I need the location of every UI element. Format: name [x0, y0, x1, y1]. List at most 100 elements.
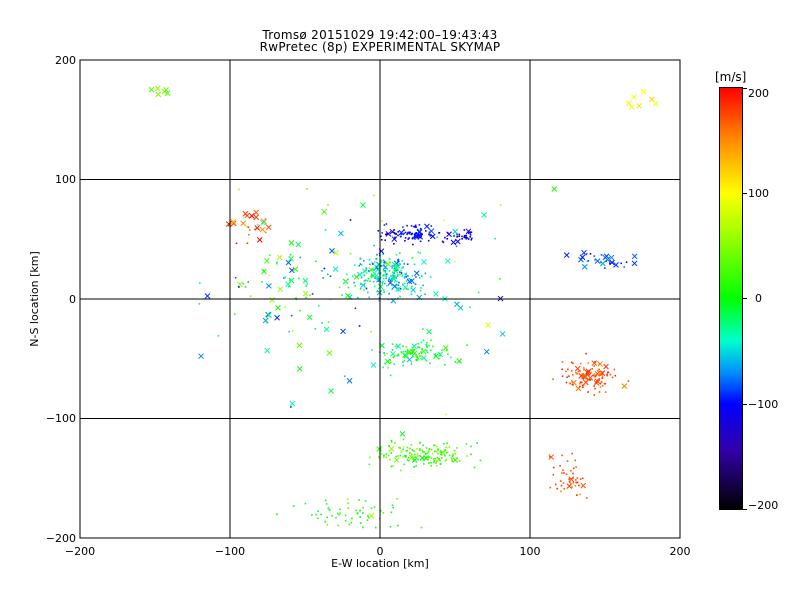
data-point-dot — [556, 487, 558, 490]
data-point-dot — [407, 278, 409, 280]
data-point-cross — [259, 226, 266, 233]
data-point-dot — [335, 516, 337, 519]
data-point-dot — [376, 267, 379, 270]
data-point-dot — [292, 505, 295, 507]
data-point-dot — [415, 226, 417, 229]
data-point-dot — [577, 370, 580, 373]
data-point-dot — [390, 511, 393, 514]
data-point-dot — [249, 295, 252, 297]
data-point-dot — [576, 494, 578, 496]
colorbar-tickmark — [743, 193, 747, 194]
data-point-dot — [388, 270, 391, 272]
data-point-dot — [371, 261, 373, 264]
data-point-dot — [445, 458, 448, 461]
data-point-dot — [415, 465, 417, 467]
data-point-cross — [424, 223, 430, 230]
data-point-dot — [360, 277, 363, 279]
data-point-dot — [411, 275, 414, 277]
data-point-cross — [370, 362, 377, 368]
data-point-dot — [353, 281, 355, 284]
data-point-dot — [391, 343, 394, 345]
data-point-cross — [580, 482, 587, 489]
data-point-dot — [290, 406, 292, 408]
data-point-dot — [599, 382, 602, 385]
data-point-dot — [377, 263, 380, 266]
data-point-dot — [438, 357, 440, 360]
data-point-cross — [230, 220, 237, 227]
data-point-cross — [302, 290, 309, 297]
data-point-dot — [433, 458, 435, 460]
data-point-dot — [413, 453, 416, 456]
y-tick-label: 200 — [55, 54, 76, 67]
data-point-dot — [376, 290, 378, 293]
data-point-cross — [652, 100, 659, 107]
data-point-dot — [382, 274, 384, 277]
data-point-dot — [417, 343, 420, 345]
data-point-dot — [373, 194, 375, 197]
data-point-dot — [427, 452, 429, 454]
data-point-dot — [417, 229, 419, 231]
x-tick-label: 100 — [520, 545, 541, 558]
data-point-cross — [253, 209, 260, 216]
data-point-dot — [359, 288, 362, 290]
x-tick-label: 0 — [377, 545, 384, 558]
data-point-dot — [328, 509, 331, 511]
data-point-cross — [581, 372, 587, 379]
data-point-dot — [589, 253, 592, 255]
data-point-dot — [418, 224, 421, 226]
data-point-dot — [400, 235, 402, 238]
data-point-dot — [425, 360, 428, 362]
data-point-dot — [561, 361, 564, 363]
data-point-dot — [479, 459, 482, 462]
data-point-dot — [402, 361, 404, 363]
data-point-dot — [579, 381, 582, 383]
data-point-dot — [411, 285, 413, 288]
data-point-dot — [559, 480, 562, 482]
data-point-dot — [585, 352, 587, 355]
data-point-cross — [261, 268, 267, 275]
data-point-dot — [437, 452, 439, 455]
data-point-dot — [408, 232, 411, 235]
data-point-dot — [424, 293, 426, 296]
data-point-dot — [450, 356, 452, 359]
data-point-dot — [428, 450, 430, 453]
data-point-cross — [253, 214, 260, 221]
data-point-dot — [565, 381, 568, 384]
data-point-dot — [404, 237, 407, 239]
data-point-dot — [465, 238, 468, 240]
data-point-dot — [365, 287, 368, 290]
data-point-cross — [551, 186, 558, 192]
data-point-dot — [407, 232, 409, 234]
data-point-dot — [409, 452, 412, 454]
data-point-dot — [378, 271, 380, 274]
data-point-cross — [240, 220, 247, 227]
data-point-dot — [247, 226, 250, 229]
data-point-dot — [422, 444, 424, 447]
data-point-dot — [400, 233, 403, 235]
data-point-dot — [419, 234, 422, 236]
data-point-dot — [386, 233, 388, 235]
data-point-dot — [368, 270, 371, 273]
data-point-dot — [399, 447, 401, 449]
colorbar-tick-label: 0 — [755, 292, 762, 305]
data-point-dot — [234, 277, 237, 279]
data-point-dot — [583, 369, 585, 371]
data-point-dot — [603, 267, 606, 269]
data-point-cross — [340, 328, 346, 335]
data-point-dot — [395, 455, 397, 458]
data-point-dot — [429, 349, 432, 352]
colorbar-tickmark — [743, 509, 747, 510]
data-point-dot — [370, 507, 373, 509]
data-point-dot — [443, 450, 446, 453]
data-point-dot — [402, 448, 404, 451]
data-point-dot — [404, 240, 406, 242]
data-point-dot — [415, 359, 417, 361]
data-point-dot — [326, 516, 328, 519]
data-point-dot — [570, 470, 572, 472]
data-point-dot — [401, 267, 403, 269]
data-point-cross — [296, 342, 303, 349]
data-point-dot — [288, 285, 290, 288]
data-point-cross — [377, 283, 384, 290]
data-point-dot — [404, 231, 407, 234]
data-point-dot — [417, 251, 419, 254]
